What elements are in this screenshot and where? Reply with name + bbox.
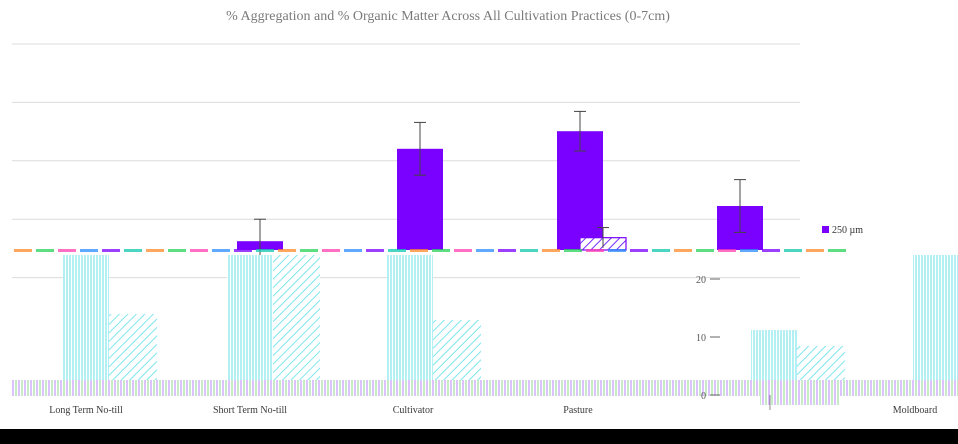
inner-axis-tick: 10 [696,333,706,344]
baseline-segment [498,249,516,252]
legend-label-250um: 250 µm [832,225,863,236]
baseline-segment [586,249,604,252]
baseline-segment [542,249,560,252]
lower-bar [273,255,320,380]
glitch-band [760,393,840,405]
baseline-segment [520,249,538,252]
baseline-segment [168,249,186,252]
baseline-segment [344,249,362,252]
lower-bar [387,255,433,380]
baseline-segment [762,249,780,252]
baseline-segment [784,249,802,252]
legend-swatch-250um [822,226,829,233]
inner-axis: 20 10 0 [696,275,771,410]
lower-bar [227,255,273,380]
bottom-black-band [0,429,958,444]
category-label: Long Term No-till [49,405,123,416]
category-label: Cultivator [393,405,434,416]
baseline-segment [828,249,846,252]
baseline-segment [806,249,824,252]
baseline-segment [80,249,98,252]
baseline-segment [124,249,142,252]
lower-bar [433,320,481,380]
baseline-segment [190,249,208,252]
lower-bar [63,255,109,380]
chart-title: % Aggregation and % Organic Matter Acros… [226,9,670,24]
lower-bar [797,346,845,380]
legend: 250 µm [822,225,863,236]
glitch-band [12,380,958,396]
bottom-bars [12,255,958,405]
lower-bar [913,255,958,380]
baseline-segment [102,249,120,252]
baseline-segment [278,249,296,252]
baseline-segment [58,249,76,252]
baseline-segment [256,249,274,252]
baseline-segment [322,249,340,252]
lower-bar [751,330,797,380]
category-labels: Long Term No-till Short Term No-till Culti… [49,405,937,416]
category-label: Moldboard [893,405,937,416]
baseline-segment [608,249,626,252]
baseline-segment [630,249,648,252]
baseline-segment [432,249,450,252]
category-label: Short Term No-till [213,405,287,416]
category-label: Pasture [563,405,593,416]
lower-bar [109,314,157,380]
baseline-segment [146,249,164,252]
baseline-segment [14,249,32,252]
baseline-segment [366,249,384,252]
top-bars [237,110,763,264]
baseline-segment [36,249,54,252]
baseline-segment [564,249,582,252]
baseline-segment [388,249,406,252]
baseline-segment [234,249,252,252]
inner-axis-tick: 20 [696,275,706,286]
artifact-bands [14,249,846,252]
baseline-segment [740,249,758,252]
baseline-segment [718,249,736,252]
baseline-segment [696,249,714,252]
baseline-segment [410,249,428,252]
baseline-segment [476,249,494,252]
baseline-segment [652,249,670,252]
baseline-segment [300,249,318,252]
baseline-segment [212,249,230,252]
baseline-segment [454,249,472,252]
inner-axis-tick: 0 [701,391,706,402]
baseline-segment [674,249,692,252]
